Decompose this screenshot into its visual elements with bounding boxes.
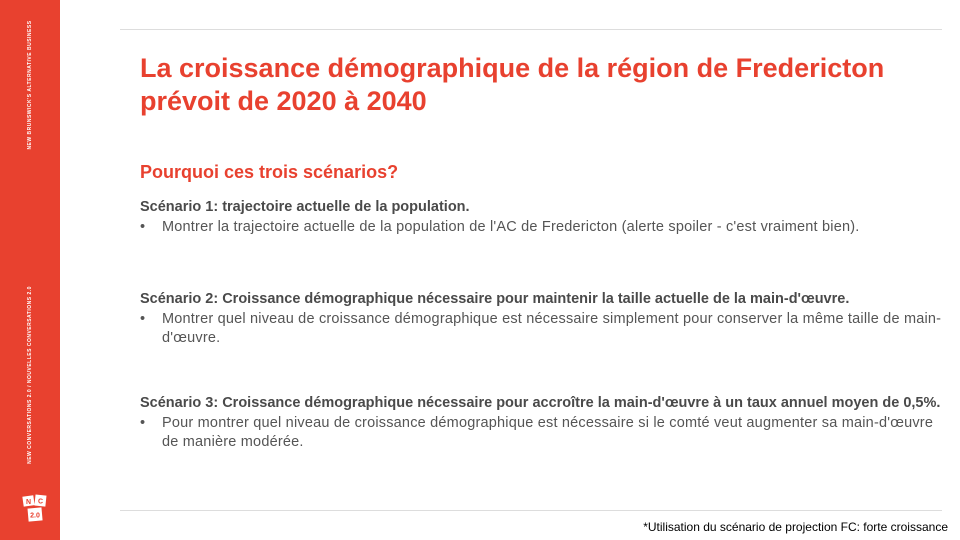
nc-logo-icon: N C 2.0	[22, 494, 47, 522]
slide-subtitle: Pourquoi ces trois scénarios?	[140, 162, 399, 182]
scenario-heading: Scénario 2: Croissance démographique néc…	[140, 291, 850, 307]
bullet-marker: •	[140, 219, 146, 235]
sidebar-vertical-text-mid: NEW CONVERSATIONS 2.0 / NOUVELLES CONVER…	[27, 286, 33, 464]
scenario-bullet-text: Montrer quel niveau de croissance démogr…	[162, 311, 942, 346]
scenario-1: Scénario 1: trajectoire actuelle de la p…	[140, 198, 950, 237]
logo-letter-n: N	[26, 499, 31, 506]
slide-title: La croissance démographique de la région…	[140, 53, 885, 116]
sidebar-vertical-text-top: NEW BRUNSWICK'S ALTERNATIVE BUSINESS	[27, 20, 33, 150]
bullet-marker: •	[140, 311, 146, 327]
sidebar-bar: NEW BRUNSWICK'S ALTERNATIVE BUSINESS NEW…	[0, 0, 60, 540]
scenario-3: Scénario 3: Croissance démographique néc…	[140, 394, 950, 452]
scenario-bullet: • Pour montrer quel niveau de croissance…	[140, 414, 950, 452]
scenario-bullet: • Montrer la trajectoire actuelle de la …	[140, 218, 950, 237]
scenario-heading: Scénario 1: trajectoire actuelle de la p…	[140, 199, 470, 215]
scenario-bullet-text: Pour montrer quel niveau de croissance d…	[162, 415, 934, 450]
scenario-heading: Scénario 3: Croissance démographique néc…	[140, 395, 941, 411]
scenario-bullet: • Montrer quel niveau de croissance démo…	[140, 310, 950, 348]
scenario-2: Scénario 2: Croissance démographique néc…	[140, 290, 950, 348]
bullet-marker: •	[140, 415, 146, 431]
scenario-bullet-text: Montrer la trajectoire actuelle de la po…	[162, 219, 860, 235]
bottom-divider	[120, 510, 942, 511]
logo-letter-c: C	[38, 499, 43, 506]
logo-version: 2.0	[30, 513, 40, 520]
footnote: *Utilisation du scénario de projection F…	[643, 520, 948, 534]
top-divider	[120, 29, 942, 30]
